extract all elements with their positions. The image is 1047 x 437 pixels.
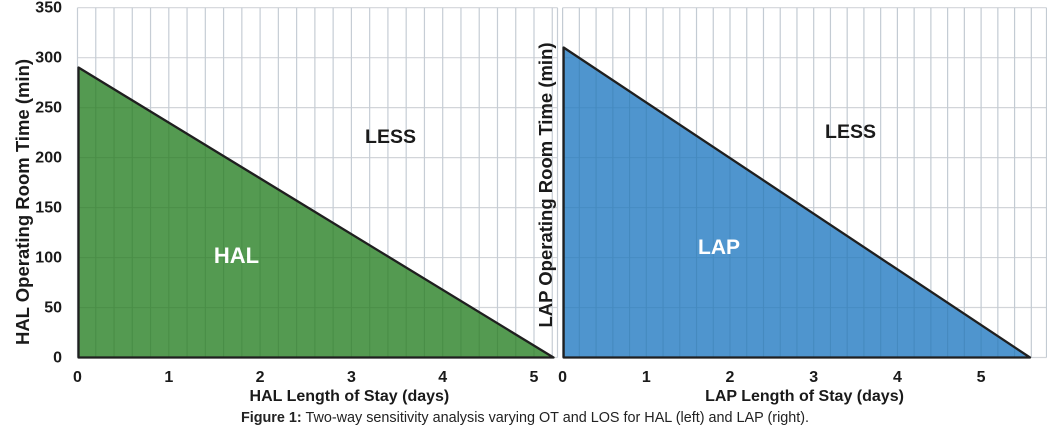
svg-text:4: 4 [893, 369, 902, 386]
svg-text:0: 0 [558, 369, 567, 386]
svg-text:LAP: LAP [698, 236, 740, 259]
svg-text:150: 150 [35, 200, 62, 217]
svg-text:1: 1 [164, 369, 173, 386]
svg-text:5: 5 [530, 369, 539, 386]
svg-text:250: 250 [35, 100, 62, 117]
svg-text:2: 2 [726, 369, 735, 386]
svg-text:200: 200 [35, 150, 62, 167]
svg-text:LESS: LESS [365, 126, 416, 148]
svg-text:1: 1 [642, 369, 651, 386]
svg-text:50: 50 [44, 300, 62, 317]
svg-text:100: 100 [35, 250, 62, 267]
svg-text:LAP Operating Room Time (min): LAP Operating Room Time (min) [535, 42, 556, 327]
svg-text:4: 4 [438, 369, 447, 386]
svg-text:3: 3 [347, 369, 356, 386]
svg-text:2: 2 [256, 369, 265, 386]
svg-text:LESS: LESS [825, 121, 876, 143]
svg-text:Figure 1: Two-way sensitivity: Figure 1: Two-way sensitivity analysis v… [241, 410, 809, 426]
svg-text:5: 5 [977, 369, 986, 386]
svg-text:HAL Operating Room Time (min): HAL Operating Room Time (min) [12, 59, 33, 345]
svg-text:HAL Length of Stay (days): HAL Length of Stay (days) [250, 388, 450, 405]
svg-text:0: 0 [73, 369, 82, 386]
svg-text:350: 350 [35, 0, 62, 17]
svg-text:300: 300 [35, 50, 62, 67]
svg-text:HAL: HAL [214, 243, 259, 268]
svg-text:LAP Length of Stay (days): LAP Length of Stay (days) [705, 388, 904, 405]
svg-text:0: 0 [53, 350, 62, 367]
svg-text:3: 3 [809, 369, 818, 386]
